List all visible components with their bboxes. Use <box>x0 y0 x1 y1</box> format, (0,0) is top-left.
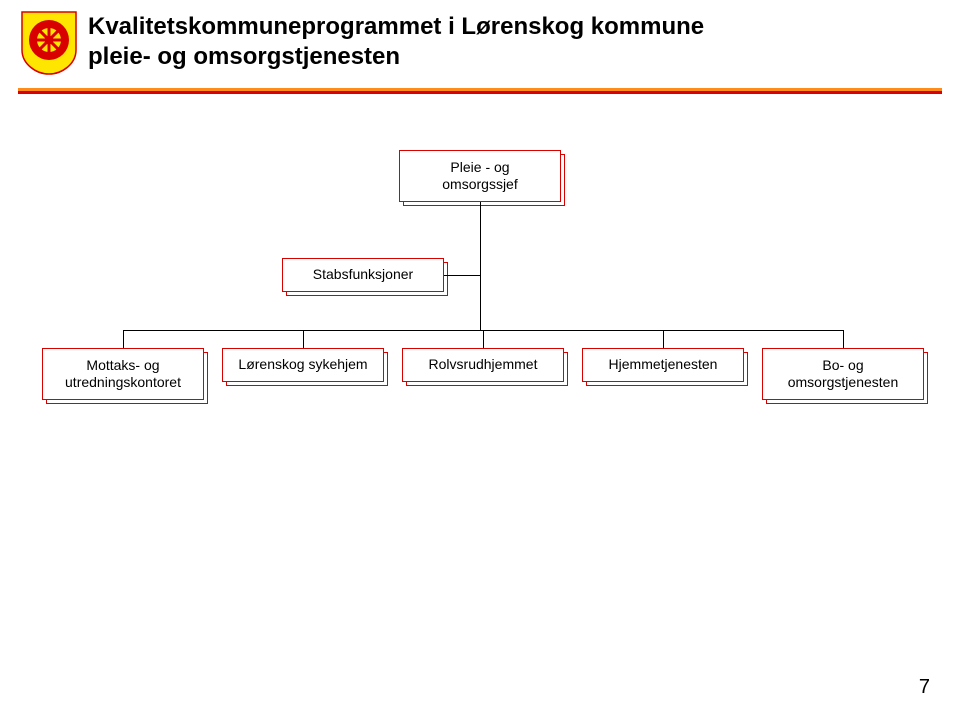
slide-title: Kvalitetskommuneprogrammet i Lørenskog k… <box>88 12 908 72</box>
org-child-4: Bo- ogomsorgstjenesten <box>762 348 924 400</box>
org-line <box>663 330 664 348</box>
org-child-1: Lørenskog sykehjem <box>222 348 384 382</box>
org-child-0: Mottaks- ogutredningskontoret <box>42 348 204 400</box>
org-root: Pleie - ogomsorgssjef <box>399 150 561 202</box>
org-child-1-label: Lørenskog sykehjem <box>222 348 384 382</box>
org-root-label: Pleie - ogomsorgssjef <box>399 150 561 202</box>
wheel-icon <box>29 20 69 60</box>
org-child-4-label: Bo- ogomsorgstjenesten <box>762 348 924 400</box>
divider-bottom <box>18 91 942 94</box>
title-line-2: pleie- og omsorgstjenesten <box>88 42 908 72</box>
title-line-1: Kvalitetskommuneprogrammet i Lørenskog k… <box>88 12 908 42</box>
org-line <box>123 330 124 348</box>
org-line <box>843 330 844 348</box>
header-divider <box>18 88 942 94</box>
org-line <box>303 330 304 348</box>
org-line <box>444 275 480 276</box>
org-line <box>483 330 484 348</box>
org-chart: Pleie - ogomsorgssjef Stabsfunksjoner Mott… <box>0 150 960 410</box>
page-number: 7 <box>919 676 930 699</box>
org-child-2: Rolvsrudhjemmet <box>402 348 564 382</box>
org-staff: Stabsfunksjoner <box>282 258 444 292</box>
org-staff-label: Stabsfunksjoner <box>282 258 444 292</box>
org-child-2-label: Rolvsrudhjemmet <box>402 348 564 382</box>
org-child-0-label: Mottaks- ogutredningskontoret <box>42 348 204 400</box>
org-child-3-label: Hjemmetjenesten <box>582 348 744 382</box>
org-line <box>480 202 481 330</box>
org-child-3: Hjemmetjenesten <box>582 348 744 382</box>
municipal-logo-icon <box>18 10 80 76</box>
